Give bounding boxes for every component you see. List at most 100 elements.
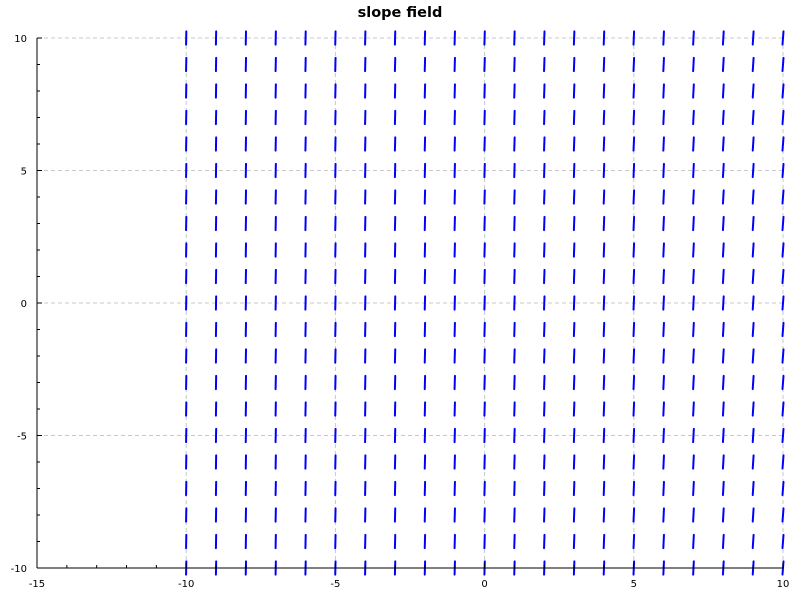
slope-segment [692, 162, 695, 179]
slope-segment [781, 215, 785, 232]
x-tick-label: 10 [777, 579, 790, 590]
slope-segment [781, 533, 785, 550]
slope-segment [751, 374, 755, 391]
slope-segment [632, 480, 636, 497]
slope-segment [721, 533, 725, 550]
x-tick-label: -10 [178, 579, 194, 590]
x-tick-label: -15 [29, 579, 45, 590]
slope-segment [692, 189, 695, 205]
slope-segment [781, 427, 785, 444]
slope-segment [781, 189, 785, 205]
y-tick-label: 5 [21, 167, 27, 178]
slope-segment [721, 215, 725, 232]
y-tick-label: -10 [11, 564, 27, 575]
slope-segment [632, 109, 636, 126]
slope-segment [751, 56, 755, 73]
slope-segment [692, 109, 695, 126]
slope-segment [751, 480, 755, 497]
slope-segment [721, 374, 725, 391]
slope-segment [751, 83, 755, 99]
slope-segment [602, 401, 606, 417]
slope-segment [602, 348, 606, 364]
slope-segment [692, 215, 695, 232]
y-tick-label: -5 [17, 432, 27, 443]
slope-segment [632, 136, 636, 152]
slope-segment [602, 507, 606, 523]
slope-segment [662, 189, 665, 205]
slope-segment [781, 268, 785, 285]
slope-segment [751, 162, 755, 179]
slope-segment [751, 189, 755, 205]
slope-segment [692, 321, 695, 338]
slope-segment [632, 83, 636, 99]
x-tick-label: -5 [330, 579, 340, 590]
slope-segment [721, 30, 725, 46]
slope-segment [721, 427, 725, 444]
slope-segment [751, 401, 755, 417]
slope-segment [662, 454, 665, 470]
slope-segment [632, 162, 636, 179]
slope-segment [781, 348, 785, 364]
slope-segment [692, 295, 695, 311]
slope-segment [721, 189, 725, 205]
slope-segment [751, 321, 755, 338]
slope-segment [662, 507, 665, 523]
slope-segment [751, 427, 755, 444]
slope-segment [662, 242, 665, 258]
slope-segment [662, 109, 665, 126]
slope-segment [751, 533, 755, 550]
slope-segment [721, 56, 725, 73]
grid-lines [36, 37, 784, 569]
slope-segment [721, 295, 725, 311]
y-tick-label: 10 [14, 34, 27, 45]
slope-segment [662, 215, 665, 232]
slope-segment [751, 507, 755, 523]
slope-segment [781, 374, 785, 391]
slope-segment [692, 454, 695, 470]
slope-segment [602, 454, 606, 470]
slope-segment [602, 136, 606, 152]
slope-segment [692, 268, 695, 285]
slope-segment [721, 162, 725, 179]
slope-segment [751, 30, 755, 46]
slope-segment [662, 162, 665, 179]
slope-segment [781, 83, 785, 99]
slope-segments [185, 30, 785, 576]
slope-segment [721, 401, 725, 417]
slope-segment [662, 30, 665, 46]
slope-segment [781, 242, 785, 258]
slope-segment [602, 83, 606, 99]
slope-segment [662, 295, 665, 311]
slope-segment [602, 427, 606, 444]
slope-segment [662, 321, 665, 338]
slope-segment [632, 427, 636, 444]
slope-segment [721, 242, 725, 258]
slope-segment [751, 348, 755, 364]
slope-segment [602, 374, 606, 391]
slope-segment [781, 162, 785, 179]
slope-segment [602, 189, 606, 205]
slope-segment [602, 480, 606, 497]
slope-segment [721, 507, 725, 523]
slope-segment [632, 215, 636, 232]
slope-segment [632, 507, 636, 523]
slope-segment [692, 136, 695, 152]
slope-segment [662, 348, 665, 364]
slope-segment [692, 242, 695, 258]
slope-segment [692, 480, 695, 497]
slope-segment [632, 189, 636, 205]
slope-segment [751, 295, 755, 311]
slope-segment [692, 30, 695, 46]
slope-segment [632, 56, 636, 73]
slope-segment [781, 454, 785, 470]
slope-segment [692, 374, 695, 391]
slope-segment [662, 56, 665, 73]
slope-segment [662, 374, 665, 391]
slope-segment [692, 83, 695, 99]
slope-segment [662, 268, 665, 285]
slope-segment [751, 454, 755, 470]
slope-segment [662, 83, 665, 99]
slope-segment [692, 348, 695, 364]
slope-segment [781, 507, 785, 523]
slope-segment [632, 30, 636, 46]
